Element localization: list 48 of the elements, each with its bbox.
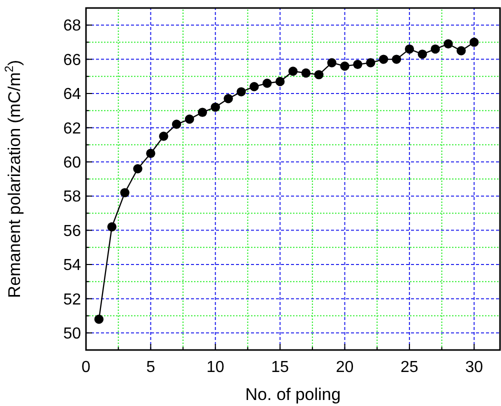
y-tick-label: 58: [63, 188, 82, 206]
point: [288, 66, 298, 76]
point: [392, 54, 402, 64]
point: [224, 94, 233, 104]
point: [470, 38, 479, 47]
point: [418, 50, 427, 59]
point: [184, 114, 194, 124]
x-tick-label: 20: [336, 359, 354, 376]
y-tick-label: 62: [63, 120, 82, 138]
point: [159, 132, 168, 141]
point: [340, 62, 350, 71]
x-tick-label: 30: [465, 359, 484, 376]
point: [378, 54, 388, 64]
y-tick-label: 50: [63, 326, 82, 342]
y-tick-label: 56: [63, 222, 82, 240]
point: [430, 44, 440, 54]
x-axis-title: No. of poling: [245, 385, 341, 404]
y-tick-label: 66: [63, 52, 82, 69]
x-tick-label: 10: [206, 359, 224, 376]
point: [314, 70, 324, 80]
point: [456, 46, 466, 56]
point: [146, 148, 156, 158]
point: [404, 44, 414, 54]
x-tick-label: 15: [271, 359, 290, 376]
y-tick-label: 64: [63, 86, 82, 104]
point: [94, 314, 104, 324]
y-tick-label: 68: [63, 18, 82, 35]
y-tick-label: 52: [63, 291, 82, 308]
point: [198, 108, 208, 117]
y-tick-label: 60: [63, 154, 82, 172]
point: [120, 188, 130, 198]
point: [275, 76, 285, 86]
x-tick-label: 0: [82, 359, 91, 376]
point: [353, 60, 362, 70]
point: [366, 58, 376, 68]
point: [107, 222, 116, 232]
x-tick-label: 5: [146, 359, 156, 376]
point: [172, 120, 182, 129]
y-tick-label: 54: [63, 257, 82, 274]
x-tick-label: 25: [400, 359, 418, 376]
point: [250, 82, 259, 92]
point: [210, 102, 220, 112]
point: [327, 58, 336, 68]
point: [236, 87, 246, 96]
point: [444, 39, 453, 49]
point: [262, 78, 272, 88]
point: [301, 68, 311, 78]
point: [133, 164, 142, 174]
